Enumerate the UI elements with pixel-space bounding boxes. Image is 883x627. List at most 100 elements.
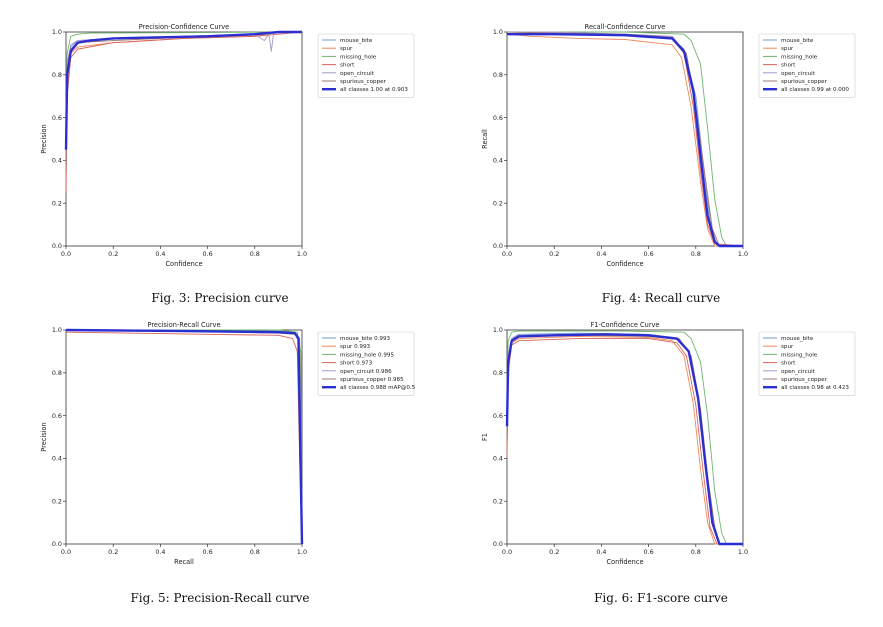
f1-confidence-legend-label: all classes 0.98 at 0.423 [781,385,849,391]
precision-confidence-series-short [65,31,303,193]
precision-recall-xtick-label: 0.0 [61,548,71,556]
f1-confidence-xtick-label: 0.0 [502,548,512,556]
f1-confidence-title: F1-Confidence Curve [591,321,660,329]
precision-recall-xtick-label: 0.6 [203,548,213,556]
f1-confidence-ytick-label: 1.0 [493,326,503,334]
f1-confidence-ytick-label: 0.6 [493,412,503,420]
chart-svg-precision-confidence: Precision-Confidence Curve 0.0 0.2 0.4 0.6 0.… [40,23,415,268]
precision-confidence-series-missing-hole [65,31,302,118]
precision-recall-xtick-label: 0.8 [250,548,260,556]
precision-recall-series-missing-hole-0-995 [66,329,303,545]
precision-confidence-ylabel: Precision [40,124,48,153]
recall-confidence-legend-label: all classes 0.99 at 0.000 [781,87,849,93]
precision-confidence-legend-label: short [340,63,355,69]
recall-confidence-ytick-label: 0.4 [493,157,503,165]
recall-confidence-ytick-label: 0.6 [493,114,503,122]
recall-confidence-ytick-label: 1.0 [493,28,503,36]
f1-confidence-ytick-label: 0.8 [493,369,503,377]
f1-confidence-xtick-label: 0.6 [644,548,654,556]
recall-confidence-legend-label: missing_hole [781,54,818,60]
precision-confidence-xtick-label: 0.6 [203,250,213,258]
f1-confidence-series-open-circuit [506,333,743,545]
precision-recall-series-mouse-bite-0-993 [66,329,303,545]
recall-confidence-legend-label: spur [781,46,794,52]
precision-recall-legend-box [317,331,415,396]
precision-recall-legend-label: all classes 0.988 mAP@0.5 [340,385,416,391]
recall-confidence-xtick-label: 0.6 [644,250,654,258]
precision-confidence-legend-label: spurious_copper [340,79,387,85]
caption-fig-6: Fig. 6: F1-score curve [594,591,728,605]
precision-confidence-title: Precision-Confidence Curve [139,23,229,31]
precision-recall-ytick-label: 1.0 [52,326,62,334]
f1-confidence-legend-label: short [781,361,796,367]
precision-confidence-xtick-label: 1.0 [297,250,307,258]
precision-recall-xtick-label: 0.4 [155,548,165,556]
precision-recall-ytick-label: 0.2 [52,497,62,505]
f1-confidence-legend-label: open_circuit [781,369,816,375]
recall-confidence-ytick-label: 0.8 [493,71,503,79]
recall-confidence-legend-box [758,33,856,98]
recall-confidence-xtick-label: 0.2 [549,250,559,258]
recall-confidence-legend-label: short [781,63,796,69]
f1-confidence-xtick-label: 0.2 [549,548,559,556]
precision-confidence-legend-label: all classes 1.00 at 0.903 [340,87,408,93]
f1-confidence-legend-label: spurious_copper [781,377,828,383]
precision-confidence-legend-box [317,33,415,98]
precision-recall-legend-label: spur 0.993 [340,344,371,350]
f1-confidence-legend-label: mouse_bite [781,336,814,342]
f1-confidence-ylabel: F1 [481,433,489,441]
chart-svg-f1-confidence: F1-Confidence Curve 0.0 0.2 0.4 0.6 0.8 1.0 0.0… [481,321,856,566]
f1-confidence-series-spur [506,335,743,545]
chart-precision-recall: Precision-Recall Curve 0.0 0.2 0.4 0.6 0.8 1.0… [0,316,440,571]
precision-confidence-legend-label: mouse_bite [340,38,373,44]
precision-confidence-ytick-label: 0.6 [52,114,62,122]
f1-confidence-series-all-classes-0-98-at-0-423 [505,333,743,546]
f1-confidence-axes-frame [506,329,744,545]
caption-fig-5: Fig. 5: Precision-Recall curve [130,591,310,605]
recall-confidence-xtick-label: 0.4 [596,250,606,258]
caption-fig-4: Fig. 4: Recall curve [601,291,721,305]
precision-recall-ylabel: Precision [40,422,48,451]
recall-confidence-ytick-label: 0.0 [493,242,503,250]
precision-recall-series-spurious-copper-0-985 [65,329,303,545]
precision-confidence-series-mouse-bite [65,31,302,172]
f1-confidence-series-short [506,338,743,545]
recall-confidence-title: Recall-Confidence Curve [585,23,666,31]
precision-recall-xtick-label: 1.0 [297,548,307,556]
recall-confidence-xtick-label: 0.0 [502,250,512,258]
precision-recall-legend-label: short 0.973 [340,361,373,367]
recall-confidence-xlabel: Confidence [606,260,643,268]
precision-recall-series-all-classes-0-988-map-0-5 [65,328,304,545]
precision-confidence-legend-label: missing_hole [340,54,377,60]
recall-confidence-ytick-label: 0.2 [493,199,503,207]
precision-confidence-ytick-label: 0.2 [52,199,62,207]
recall-confidence-ylabel: Recall [481,129,489,149]
precision-recall-series-spur-0-993 [65,329,303,545]
precision-confidence-xtick-label: 0.8 [250,250,260,258]
precision-confidence-legend-label: spur [340,46,353,52]
precision-confidence-ytick-label: 0.4 [52,157,62,165]
chart-precision-confidence: Precision-Confidence Curve 0.0 0.2 0.4 0.6 0.… [0,18,440,273]
precision-confidence-ytick-label: 0.8 [52,71,62,79]
f1-confidence-series-mouse-bite [506,332,743,545]
f1-confidence-xtick-label: 1.0 [738,548,748,556]
f1-confidence-xlabel: Confidence [606,558,643,566]
precision-confidence-ytick-label: 0.0 [52,242,62,250]
precision-confidence-xtick-label: 0.4 [155,250,165,258]
precision-confidence-axes-frame [65,31,303,247]
chart-f1-confidence: F1-Confidence Curve 0.0 0.2 0.4 0.6 0.8 1.0 0.0… [441,316,881,571]
f1-confidence-legend-label: spur [781,344,794,350]
f1-confidence-series-missing-hole [506,330,743,545]
precision-recall-xlabel: Recall [174,558,194,566]
precision-confidence-xtick-label: 0.0 [61,250,71,258]
recall-confidence-xtick-label: 0.8 [691,250,701,258]
precision-recall-ytick-label: 0.0 [52,540,62,548]
precision-recall-legend-label: mouse_bite 0.993 [340,336,391,342]
precision-recall-axes-frame [65,329,303,545]
chart-svg-recall-confidence: Recall-Confidence Curve 0.0 0.2 0.4 0.6 0.8 1.… [481,23,856,268]
precision-confidence-xtick-label: 0.2 [108,250,118,258]
precision-recall-legend-label: missing_hole 0.995 [340,352,394,358]
precision-confidence-series-spurious-copper [65,31,302,172]
f1-confidence-ytick-label: 0.4 [493,455,503,463]
precision-recall-ytick-label: 0.6 [52,412,62,420]
